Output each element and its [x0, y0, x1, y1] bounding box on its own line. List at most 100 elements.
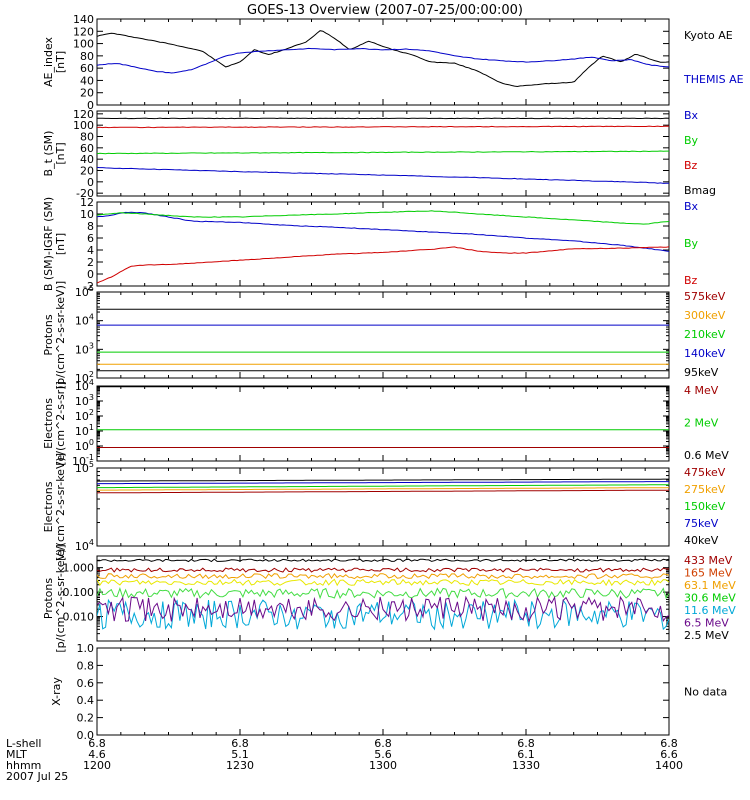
series-475kev: [97, 489, 669, 494]
legend-item: 150keV: [684, 500, 726, 513]
legend-item: THEMIS AE: [683, 73, 744, 86]
series-11-6-mev: [97, 587, 669, 600]
legend: 575keV 300keV 210keV 140keV 95keV: [684, 290, 726, 379]
y-tick-label: 103: [75, 393, 94, 408]
y-tick-label: 20: [80, 165, 94, 178]
series-group: [97, 308, 669, 372]
legend-item: 40keV: [684, 534, 719, 547]
y-tick-label: 0.010: [63, 611, 95, 624]
legend-item: By: [684, 237, 699, 250]
legend-item: Bx: [684, 200, 699, 213]
y-axis-label: AE_index[nT]: [42, 36, 67, 87]
y-tick-label: 0: [87, 99, 94, 112]
series-bx: [97, 211, 669, 252]
y-tick-label: 101: [75, 423, 94, 438]
legend-item: 75keV: [684, 517, 719, 530]
y-tick-label: 120: [73, 108, 94, 121]
x-tick-lshell: 6.8: [517, 737, 535, 750]
x-tick-hhmm: 1330: [512, 759, 540, 772]
legend-item: 6.5 MeV: [684, 617, 729, 630]
legend-item: 95keV: [684, 366, 719, 379]
legend-item: Kyoto AE: [684, 29, 733, 42]
legend-item: 433 MeV: [684, 554, 733, 567]
legend: Bx By Bz Bmag: [684, 109, 716, 197]
series-bz: [97, 125, 669, 129]
series-by: [97, 150, 669, 155]
y-axis-label: X-ray: [50, 677, 63, 706]
y-tick-label: 1.000: [63, 562, 95, 575]
y-axis-label: Protons[p/(cm^2-s-sr-keV)]: [42, 281, 67, 389]
y-tick-label: -2: [83, 280, 94, 293]
x-tick-mlt: 5.6: [374, 748, 392, 761]
y-tick-label: 4: [87, 244, 94, 257]
series-30-6-mev: [97, 578, 669, 587]
y-tick-label: 105: [75, 460, 94, 475]
y-tick-label: 104: [75, 378, 94, 393]
legend-item: 475keV: [684, 466, 726, 479]
series-group: [97, 478, 669, 494]
y-tick-label: 10: [80, 208, 94, 221]
y-tick-label: 0.0: [77, 729, 95, 742]
legend: Kyoto AE THEMIS AE: [683, 29, 744, 86]
series-433-mev: [97, 558, 669, 563]
y-tick-label: 1.0: [77, 642, 95, 655]
y-tick-label: 140: [73, 13, 94, 26]
series-group: [97, 386, 669, 448]
y-tick-label: 6: [87, 232, 94, 245]
y-tick-label: 102: [75, 370, 94, 385]
legend-item: 4 MeV: [684, 384, 719, 397]
y-tick-label: 0.6: [77, 677, 95, 690]
series-bmag: [97, 117, 669, 120]
y-tick-label: 104: [75, 313, 94, 328]
y-tick-label: 0.4: [77, 694, 95, 707]
series-group: [97, 558, 669, 631]
y-tick-label: 40: [80, 153, 94, 166]
legend: No data: [684, 686, 727, 699]
legend: Bx By Bz: [684, 200, 699, 287]
x-row-label: MLT: [6, 748, 27, 761]
y-axis-label: Protons[p/(cm^2-s-sr-keV)]: [42, 544, 67, 652]
legend-item: 300keV: [684, 309, 726, 322]
legend: 4 MeV 2 MeV 0.6 MeV: [684, 384, 729, 462]
x-tick-hhmm: 1400: [655, 759, 683, 772]
y-tick-label: 2: [87, 256, 94, 269]
legend-item: 11.6 MeV: [684, 604, 736, 617]
legend-item: Bx: [684, 109, 699, 122]
series-group: [97, 117, 669, 184]
y-tick-label: 120: [73, 25, 94, 38]
y-tick-label: 0: [87, 176, 94, 189]
legend-item: 275keV: [684, 483, 726, 496]
legend-item: 63.1 MeV: [684, 579, 736, 592]
panel-frame: [96, 647, 670, 736]
y-tick-label: 100: [73, 38, 94, 51]
x-tick-lshell: 6.8: [231, 737, 249, 750]
legend-item: 30.6 MeV: [684, 592, 736, 605]
panel-8: 0.0 0.2 0.4 0.6 0.8 1.0 X-ray No data: [50, 642, 727, 742]
series-75kev: [97, 481, 669, 485]
series-themis-ae: [97, 47, 669, 74]
x-tick-lshell: 6.8: [660, 737, 678, 750]
series-2-5-mev: [97, 595, 669, 623]
legend-item: By: [684, 134, 699, 147]
series-165-mev: [97, 567, 669, 573]
series-bx: [97, 166, 669, 184]
y-axis-label: Electrons[e/(cm^2-s-sr)]: [42, 381, 67, 466]
legend-item: Bz: [684, 274, 698, 287]
x-tick-lshell: 6.8: [374, 737, 392, 750]
y-tick-label: 103: [75, 341, 94, 356]
series-275kev: [97, 487, 669, 491]
x-row-label: 2007 Jul 25: [6, 770, 68, 783]
y-tick-label: 8: [87, 220, 94, 233]
x-tick-mlt: 5.1: [231, 748, 249, 761]
series-group: [97, 30, 669, 88]
x-tick-hhmm: 1230: [226, 759, 254, 772]
y-tick-label: 60: [80, 142, 94, 155]
y-tick-label: 104: [75, 538, 94, 553]
x-tick-hhmm: 1200: [83, 759, 111, 772]
